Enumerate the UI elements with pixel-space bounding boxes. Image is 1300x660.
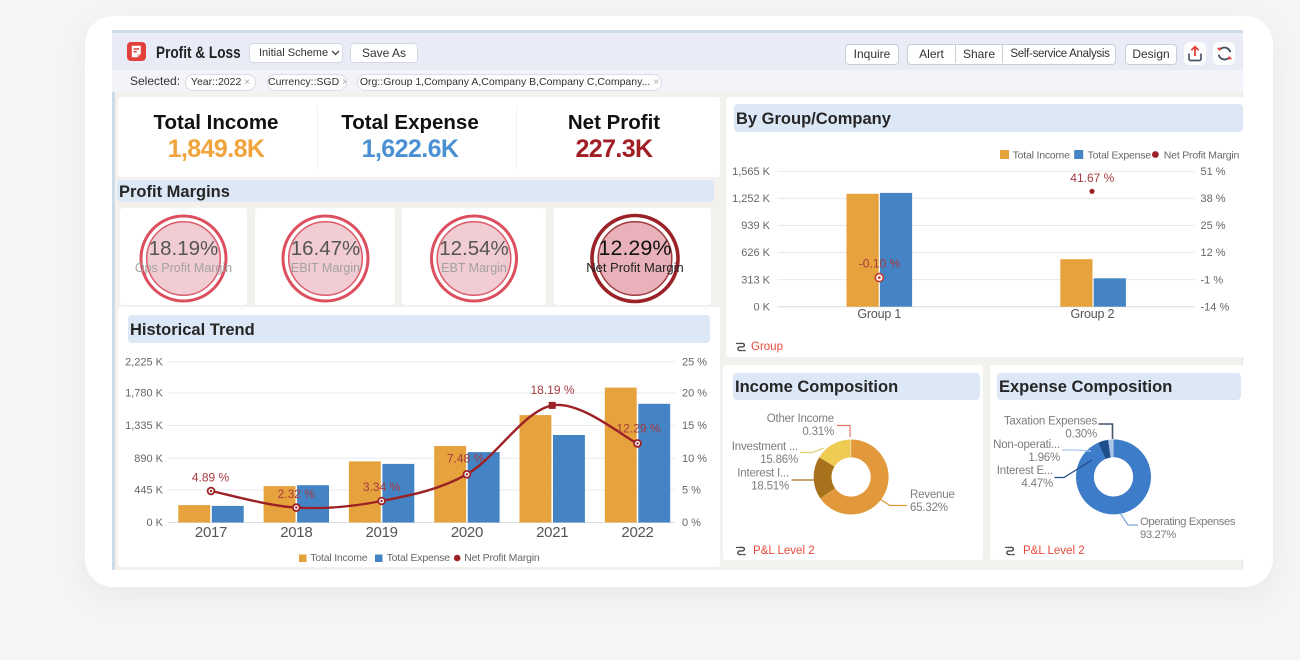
svg-text:0.31%: 0.31%: [802, 426, 834, 438]
svg-text:2017: 2017: [195, 524, 227, 541]
svg-text:18.19%: 18.19%: [149, 237, 219, 260]
svg-text:939 K: 939 K: [741, 220, 770, 232]
svg-text:Group 2: Group 2: [1071, 307, 1115, 321]
svg-text:1,335 K: 1,335 K: [125, 420, 164, 432]
svg-text:16.47%: 16.47%: [291, 237, 361, 260]
svg-text:Ops Profit Margin: Ops Profit Margin: [135, 261, 232, 275]
svg-text:25 %: 25 %: [1201, 220, 1226, 232]
svg-text:41.67 %: 41.67 %: [1070, 171, 1114, 185]
svg-text:15.86%: 15.86%: [760, 454, 798, 466]
svg-text:10 %: 10 %: [682, 453, 707, 465]
svg-text:Interest I...: Interest I...: [737, 468, 789, 480]
svg-text:2019: 2019: [366, 524, 398, 541]
svg-text:1,780 K: 1,780 K: [125, 388, 164, 400]
svg-text:626 K: 626 K: [741, 247, 770, 259]
svg-text:Net Profit Margin: Net Profit Margin: [1164, 150, 1240, 162]
svg-text:2022: 2022: [621, 524, 653, 541]
svg-text:1,565 K: 1,565 K: [732, 166, 771, 178]
svg-text:5 %: 5 %: [682, 485, 701, 497]
svg-text:Total Income: Total Income: [310, 552, 367, 564]
svg-text:Revenue: Revenue: [910, 489, 955, 501]
svg-text:2,225 K: 2,225 K: [125, 357, 164, 369]
svg-text:-0.10 %: -0.10 %: [859, 257, 901, 271]
svg-text:Operating Expenses: Operating Expenses: [1140, 516, 1236, 528]
svg-text:890 K: 890 K: [134, 453, 163, 465]
svg-text:4.47%: 4.47%: [1021, 478, 1053, 490]
svg-text:0 K: 0 K: [146, 517, 163, 529]
svg-text:1.96%: 1.96%: [1028, 452, 1060, 464]
svg-text:2021: 2021: [536, 524, 568, 541]
svg-text:2.32 %: 2.32 %: [278, 487, 316, 501]
svg-text:38 %: 38 %: [1201, 193, 1226, 205]
svg-text:2018: 2018: [280, 524, 312, 541]
svg-text:Non-operati...: Non-operati...: [993, 439, 1060, 451]
svg-text:445 K: 445 K: [134, 485, 163, 497]
svg-text:Interest E...: Interest E...: [997, 465, 1053, 477]
svg-text:65.32%: 65.32%: [910, 502, 948, 514]
svg-text:-1 %: -1 %: [1201, 274, 1224, 286]
svg-text:25 %: 25 %: [682, 357, 707, 369]
svg-text:15 %: 15 %: [682, 420, 707, 432]
svg-text:1,252 K: 1,252 K: [732, 193, 771, 205]
svg-text:Net Profit Margin: Net Profit Margin: [464, 552, 540, 564]
svg-text:Other Income: Other Income: [767, 413, 834, 425]
svg-text:0.30%: 0.30%: [1065, 429, 1097, 441]
svg-text:Group 1: Group 1: [857, 307, 901, 321]
svg-text:12.54%: 12.54%: [439, 237, 509, 260]
svg-text:7.48 %: 7.48 %: [447, 452, 485, 466]
svg-text:Total Expense: Total Expense: [387, 552, 451, 564]
svg-text:-14 %: -14 %: [1201, 301, 1230, 313]
svg-text:20 %: 20 %: [682, 388, 707, 400]
svg-text:Total Income: Total Income: [1013, 150, 1070, 162]
svg-text:0 %: 0 %: [682, 517, 701, 529]
svg-text:Net Profit Margin: Net Profit Margin: [586, 260, 684, 275]
svg-text:EBIT Margin: EBIT Margin: [291, 261, 360, 275]
svg-text:3.34 %: 3.34 %: [363, 480, 401, 494]
svg-text:313 K: 313 K: [741, 274, 770, 286]
svg-text:93.27%: 93.27%: [1140, 529, 1176, 541]
svg-text:Investment ...: Investment ...: [732, 441, 798, 453]
svg-text:18.51%: 18.51%: [751, 481, 789, 493]
svg-text:12.29 %: 12.29 %: [616, 422, 660, 436]
svg-text:Taxation Expenses: Taxation Expenses: [1004, 416, 1098, 428]
svg-text:18.19 %: 18.19 %: [530, 383, 574, 397]
svg-text:12.29%: 12.29%: [599, 236, 672, 260]
svg-text:12 %: 12 %: [1201, 247, 1226, 259]
svg-text:2020: 2020: [451, 524, 483, 541]
svg-text:Total Expense: Total Expense: [1088, 150, 1152, 162]
svg-text:51 %: 51 %: [1201, 166, 1226, 178]
svg-text:EBT Margin: EBT Margin: [441, 261, 507, 275]
svg-text:0 K: 0 K: [753, 301, 770, 313]
svg-text:4.89 %: 4.89 %: [192, 471, 230, 485]
